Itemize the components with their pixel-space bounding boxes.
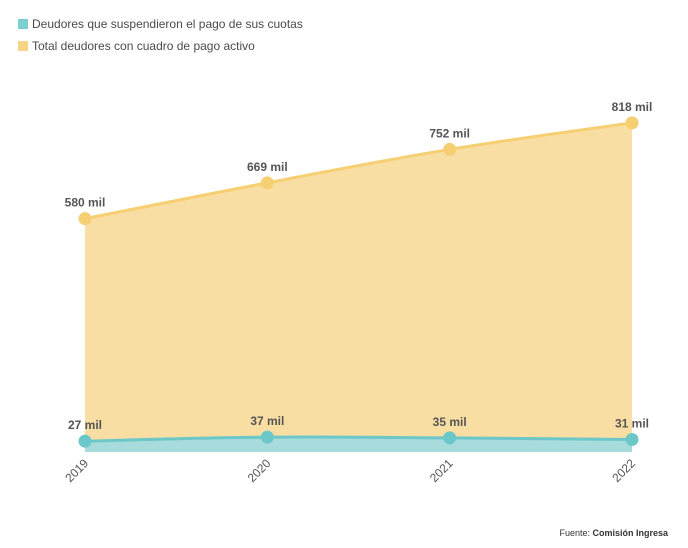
point-series-1-3	[625, 433, 639, 447]
line-series-0	[84, 121, 633, 221]
line-series-1	[84, 435, 633, 443]
legend-label-total: Total deudores con cuadro de pago activo	[32, 39, 255, 53]
data-label-series-0-0: 580 mil	[65, 196, 106, 210]
data-label-series-1-2: 35 mil	[433, 415, 467, 429]
data-label-series-1-3: 31 mil	[615, 417, 649, 431]
legend: Deudores que suspendieron el pago de sus…	[18, 15, 303, 59]
source-note: Fuente: Comisión Ingresa	[559, 528, 668, 538]
legend-item-total[interactable]: Total deudores con cuadro de pago activo	[18, 37, 303, 55]
point-series-0-1	[260, 176, 274, 190]
legend-swatch-total	[18, 41, 28, 51]
point-series-1-0	[78, 434, 92, 448]
legend-item-suspended[interactable]: Deudores que suspendieron el pago de sus…	[18, 15, 303, 33]
data-label-series-1-1: 37 mil	[250, 414, 284, 428]
source-prefix: Fuente:	[559, 528, 593, 538]
data-label-series-0-1: 669 mil	[247, 160, 288, 174]
data-label-series-0-2: 752 mil	[429, 126, 470, 140]
legend-label-suspended: Deudores que suspendieron el pago de sus…	[32, 17, 303, 31]
data-label-series-0-3: 818 mil	[612, 100, 653, 114]
point-series-0-2	[443, 142, 457, 156]
point-series-0-0	[78, 212, 92, 226]
point-series-0-3	[625, 116, 639, 130]
x-tick-label-3: 2022	[609, 456, 638, 485]
x-tick-label-2: 2021	[427, 456, 456, 485]
x-tick-label-1: 2020	[245, 456, 274, 485]
point-series-1-2	[443, 431, 457, 445]
source-name: Comisión Ingresa	[592, 528, 668, 538]
legend-swatch-suspended	[18, 19, 28, 29]
point-series-1-1	[260, 430, 274, 444]
data-label-series-1-0: 27 mil	[68, 418, 102, 432]
x-tick-label-0: 2019	[62, 456, 91, 485]
area-series-0	[85, 122, 632, 452]
area-series-1	[85, 436, 632, 452]
